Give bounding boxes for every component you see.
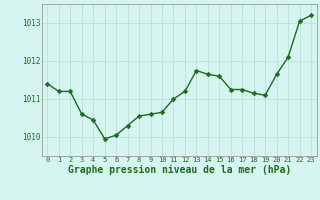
- X-axis label: Graphe pression niveau de la mer (hPa): Graphe pression niveau de la mer (hPa): [68, 165, 291, 175]
